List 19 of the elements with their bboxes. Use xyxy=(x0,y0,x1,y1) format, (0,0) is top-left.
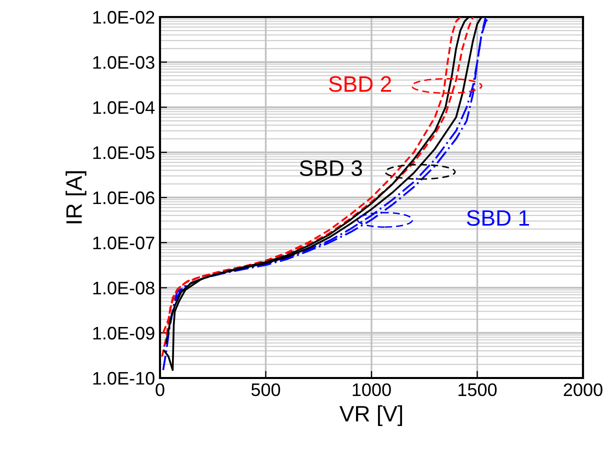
y-tick-label: 1.0E-04 xyxy=(93,101,155,114)
x-axis-title: VR [V] xyxy=(339,405,402,426)
x-tick-label: 1500 xyxy=(458,383,497,396)
y-tick-label: 1.0E-08 xyxy=(93,282,154,294)
y-tick-label: 1.0E-03 xyxy=(93,56,154,69)
y-tick-label: 1.0E-10 xyxy=(93,372,154,385)
x-tick-label: 0 xyxy=(156,383,164,396)
annotation: SBD 2 xyxy=(328,76,392,92)
annotation: SBD 1 xyxy=(466,210,530,226)
y-tick-label: 1.0E-05 xyxy=(93,146,154,160)
x-tick-label: 2000 xyxy=(564,383,602,396)
y-tick-label: 1.0E-09 xyxy=(93,326,154,340)
x-tick-label: 1000 xyxy=(352,383,391,396)
x-tick-label: 500 xyxy=(251,383,280,396)
annotation: SBD 3 xyxy=(300,160,362,176)
y-tick-label: 1.0E-02 xyxy=(93,10,154,24)
y-axis-title: IR [A] xyxy=(66,171,86,224)
y-tick-label: 1.0E-06 xyxy=(93,191,154,204)
y-tick-label: 1.0E-07 xyxy=(93,236,154,250)
